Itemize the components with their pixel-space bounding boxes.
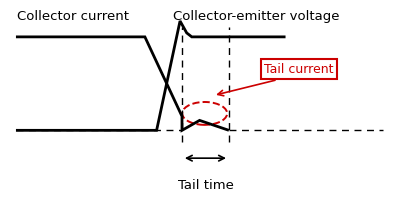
Text: Collector current: Collector current — [17, 10, 129, 23]
Text: Tail time: Tail time — [177, 178, 233, 190]
Text: Collector-emitter voltage: Collector-emitter voltage — [173, 10, 339, 23]
Text: Tail current: Tail current — [264, 63, 334, 76]
